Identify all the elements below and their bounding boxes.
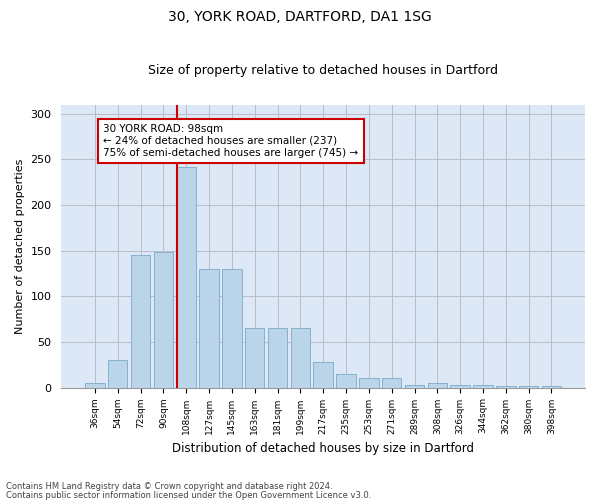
Bar	[405, 385, 424, 388]
Bar	[451, 385, 470, 388]
Bar	[542, 386, 561, 388]
Bar	[428, 383, 447, 388]
Bar	[245, 328, 265, 388]
Bar	[359, 378, 379, 388]
Bar	[337, 374, 356, 388]
Text: 30, YORK ROAD, DARTFORD, DA1 1SG: 30, YORK ROAD, DARTFORD, DA1 1SG	[168, 10, 432, 24]
Bar	[176, 166, 196, 388]
Bar	[199, 269, 219, 388]
X-axis label: Distribution of detached houses by size in Dartford: Distribution of detached houses by size …	[172, 442, 474, 455]
Bar	[473, 385, 493, 388]
Bar	[382, 378, 401, 388]
Bar	[268, 328, 287, 388]
Bar	[496, 386, 515, 388]
Bar	[519, 386, 538, 388]
Bar	[222, 269, 242, 388]
Title: Size of property relative to detached houses in Dartford: Size of property relative to detached ho…	[148, 64, 498, 77]
Bar	[131, 255, 150, 388]
Bar	[313, 362, 333, 388]
Text: 30 YORK ROAD: 98sqm
← 24% of detached houses are smaller (237)
75% of semi-detac: 30 YORK ROAD: 98sqm ← 24% of detached ho…	[103, 124, 358, 158]
Y-axis label: Number of detached properties: Number of detached properties	[15, 158, 25, 334]
Bar	[154, 252, 173, 388]
Bar	[108, 360, 127, 388]
Bar	[85, 383, 104, 388]
Text: Contains public sector information licensed under the Open Government Licence v3: Contains public sector information licen…	[6, 490, 371, 500]
Text: Contains HM Land Registry data © Crown copyright and database right 2024.: Contains HM Land Registry data © Crown c…	[6, 482, 332, 491]
Bar	[290, 328, 310, 388]
